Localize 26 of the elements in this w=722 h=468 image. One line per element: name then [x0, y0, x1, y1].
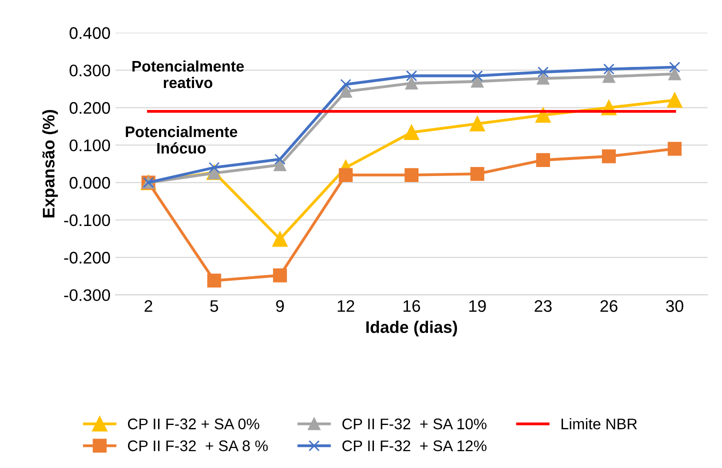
x-axis-title: Idade (dias) — [366, 320, 458, 336]
y-tick-label: -0.200 — [64, 252, 110, 264]
x-tick-label: 26 — [600, 300, 618, 312]
y-tick-label: 0.100 — [70, 139, 110, 152]
x-tick-label: 9 — [276, 300, 284, 312]
x-tick-label: 5 — [210, 300, 218, 312]
legend-label: CP II F-32 + SA 0% — [128, 418, 260, 430]
x-tick-label: 19 — [469, 300, 486, 312]
y-tick-label: -0.100 — [64, 214, 110, 226]
y-tick-label: -0.300 — [64, 289, 110, 302]
y-tick-label: 0.200 — [70, 102, 110, 114]
annotation: Potencialmente Inócuo — [126, 126, 238, 154]
y-axis-title: Expansão (%) — [42, 110, 58, 218]
legend-label: Limite NBR — [562, 418, 637, 430]
x-tick-label: 16 — [404, 300, 420, 312]
y-tick-label: 0.400 — [70, 27, 110, 39]
legend-label: CP II F-32 + SA 10% — [342, 418, 486, 430]
legend-label: CP II F-32 + SA 12% — [342, 440, 486, 452]
x-tick-label: 2 — [144, 300, 152, 312]
x-tick-label: 23 — [534, 300, 552, 312]
y-tick-label: 0.300 — [70, 64, 110, 76]
legend-label: CP II F-32 + SA 8 % — [128, 440, 268, 452]
y-tick-label: 0.000 — [70, 176, 110, 189]
x-tick-label: 30 — [666, 300, 684, 312]
annotation: Potencialmente reativo — [132, 60, 244, 88]
x-tick-label: 12 — [338, 300, 354, 312]
